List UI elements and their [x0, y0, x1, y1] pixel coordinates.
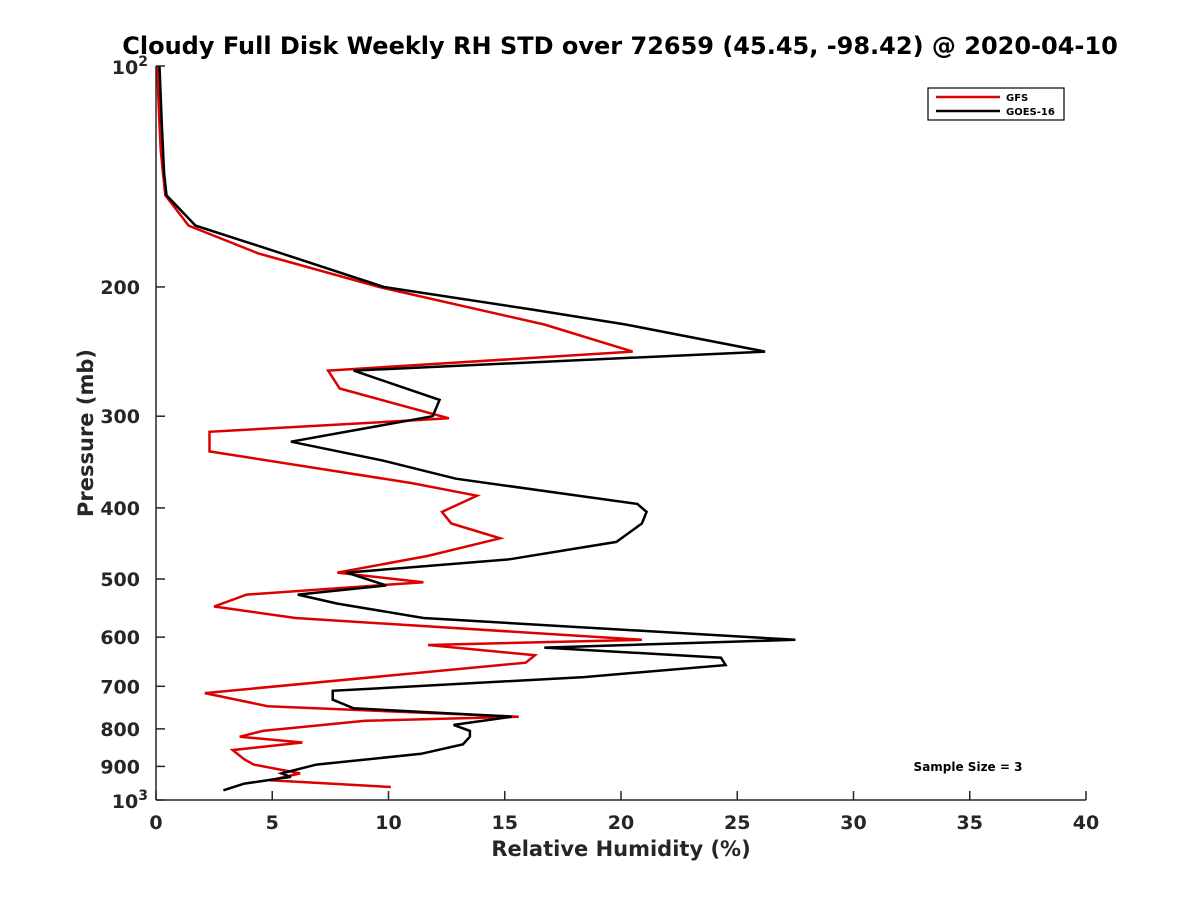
x-tick-label: 35	[957, 812, 983, 834]
y-tick-label: 600	[100, 627, 140, 649]
x-tick-label: 10	[375, 812, 401, 834]
y-tick-label: 300	[100, 406, 140, 428]
x-tick-label: 5	[266, 812, 279, 834]
y-ticks: 102 200 300 400 500 600 700 800 900 103	[100, 54, 165, 813]
y-axis-label: Pressure (mb)	[74, 349, 98, 517]
legend: GFS GOES-16	[927, 87, 1065, 121]
x-axis-label: Relative Humidity (%)	[491, 837, 750, 861]
legend-label-gfs: GFS	[1006, 93, 1028, 104]
y-tick-label: 700	[100, 676, 140, 698]
chart-title: Cloudy Full Disk Weekly RH STD over 7265…	[122, 32, 1118, 60]
x-tick-label: 40	[1073, 812, 1099, 834]
series-line-goes16	[158, 65, 796, 792]
sample-size-annotation: Sample Size = 3	[914, 760, 1023, 774]
plot-lines	[155, 65, 796, 792]
y-tick-label: 103	[112, 788, 148, 813]
x-tick-label: 15	[492, 812, 518, 834]
y-tick-label: 400	[100, 498, 140, 520]
y-tick-label: 200	[100, 277, 140, 299]
x-tick-label: 20	[608, 812, 634, 834]
legend-label-goes16: GOES-16	[1006, 107, 1055, 118]
y-tick-label: 900	[100, 756, 140, 778]
x-tick-label: 25	[724, 812, 750, 834]
x-ticks: 0 5 10 15 20 25 30 35 40	[149, 791, 1099, 834]
y-tick-label: 102	[112, 54, 148, 79]
x-tick-label: 30	[840, 812, 866, 834]
y-tick-label: 500	[100, 569, 140, 591]
x-tick-label: 0	[149, 812, 162, 834]
legend-box	[927, 87, 1065, 121]
series-line-gfs	[155, 65, 642, 789]
y-tick-label: 800	[100, 719, 140, 741]
